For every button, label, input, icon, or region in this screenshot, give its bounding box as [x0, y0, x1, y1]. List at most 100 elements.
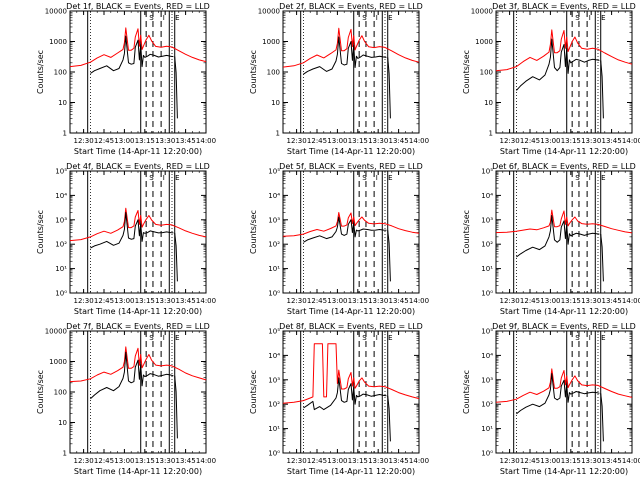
- y-axis-label: Counts/sec: [462, 210, 471, 254]
- y-tick-label: 10²: [268, 401, 280, 409]
- y-tick-label: 1000: [475, 38, 493, 46]
- y-tick-label: 100: [267, 69, 280, 77]
- panel-det-6: Det 6f, BLACK = Events, RED = LLD 10⁰ 10¹ 1…: [462, 162, 640, 316]
- y-axis-label: Counts/sec: [36, 370, 45, 414]
- series-events-tail: [600, 60, 604, 119]
- x-tick-label: 12:45: [520, 457, 540, 465]
- x-axis-label: Start Time (14-Apr-11 12:20:00): [287, 147, 415, 156]
- y-tick-label: 10: [484, 99, 493, 107]
- y-axis-label: Counts/sec: [249, 370, 258, 414]
- x-tick-label: 12:30: [74, 297, 94, 305]
- y-tick-label: 10⁴: [268, 352, 280, 360]
- x-tick-label: 13:30: [581, 457, 601, 465]
- y-tick-label: 10⁰: [268, 450, 280, 458]
- y-tick-label: 100: [54, 69, 67, 77]
- panel-title: Det 7f, BLACK = Events, RED = LLD: [66, 322, 210, 331]
- y-tick-label: 10²: [268, 241, 280, 249]
- series-events-tail: [174, 375, 178, 439]
- x-tick-label: 13:15: [561, 457, 581, 465]
- x-tick-label: 14:00: [196, 137, 216, 145]
- x-tick-label: 12:30: [74, 137, 94, 145]
- interval-marker: I: [376, 174, 378, 182]
- x-tick-label: 13:00: [114, 297, 134, 305]
- x-tick-label: 12:30: [287, 137, 307, 145]
- x-tick-label: 13:00: [540, 297, 560, 305]
- series-events: [516, 215, 600, 258]
- x-tick-label: 12:45: [307, 137, 327, 145]
- panel-det-8: Det 8f, BLACK = Events, RED = LLD 10⁰ 10¹ 1…: [249, 322, 429, 476]
- y-tick-label: 10³: [481, 216, 493, 224]
- x-tick-label: 14:00: [196, 457, 216, 465]
- y-axis-label: Counts/sec: [249, 50, 258, 94]
- interval-marker: E: [601, 334, 605, 342]
- y-tick-label: 10¹: [481, 425, 493, 433]
- y-tick-label: 10²: [481, 401, 493, 409]
- x-tick-label: 13:30: [155, 457, 175, 465]
- series-lld: [69, 346, 207, 383]
- y-tick-label: 10³: [268, 216, 280, 224]
- x-tick-label: 14:00: [409, 297, 429, 305]
- y-tick-label: 10⁵: [268, 168, 280, 176]
- series-events-tail: [600, 234, 604, 282]
- y-tick-label: 10²: [55, 241, 67, 249]
- y-tick-label: 10⁵: [55, 168, 67, 176]
- y-tick-label: 10¹: [268, 265, 280, 273]
- interval-marker: S: [149, 174, 154, 182]
- interval-marker: I: [589, 334, 591, 342]
- series-lld: [69, 27, 207, 68]
- series-events: [303, 377, 387, 411]
- interval-marker: I: [376, 334, 378, 342]
- series-events-tail: [174, 232, 178, 282]
- x-axis-label: Start Time (14-Apr-11 12:20:00): [500, 467, 628, 476]
- x-tick-label: 13:00: [540, 137, 560, 145]
- y-tick-label: 10: [58, 419, 67, 427]
- panel-title: Det 3f, BLACK = Events, RED = LLD: [492, 2, 636, 11]
- x-tick-label: 13:45: [176, 137, 196, 145]
- x-axis-label: Start Time (14-Apr-11 12:20:00): [74, 467, 202, 476]
- series-events: [516, 373, 600, 415]
- series-events-tail: [600, 393, 604, 442]
- interval-marker: I: [163, 14, 165, 22]
- x-tick-label: 14:00: [622, 137, 640, 145]
- interval-marker: I: [376, 14, 378, 22]
- series-events-tail: [174, 56, 178, 119]
- y-tick-label: 1: [63, 130, 67, 138]
- x-tick-label: 13:45: [176, 297, 196, 305]
- y-tick-label: 10⁵: [481, 168, 493, 176]
- y-tick-label: 10¹: [268, 425, 280, 433]
- x-tick-label: 13:30: [581, 137, 601, 145]
- x-tick-label: 13:00: [327, 297, 347, 305]
- y-tick-label: 1: [489, 130, 493, 138]
- x-tick-label: 12:45: [307, 457, 327, 465]
- y-tick-label: 1000: [49, 358, 67, 366]
- panel-title: Det 6f, BLACK = Events, RED = LLD: [492, 162, 636, 171]
- x-tick-label: 13:00: [540, 457, 560, 465]
- x-tick-label: 13:30: [155, 297, 175, 305]
- x-tick-label: 13:00: [114, 457, 134, 465]
- y-tick-label: 10¹: [55, 265, 67, 273]
- panel-title: Det 1f, BLACK = Events, RED = LLD: [66, 2, 210, 11]
- interval-marker: S: [575, 334, 580, 342]
- x-tick-label: 13:45: [602, 297, 622, 305]
- interval-marker: S: [362, 14, 367, 22]
- panel-det-5: Det 5f, BLACK = Events, RED = LLD 10⁰ 10¹ 1…: [249, 162, 429, 316]
- x-axis-label: Start Time (14-Apr-11 12:20:00): [74, 147, 202, 156]
- x-tick-label: 14:00: [622, 297, 640, 305]
- x-tick-label: 13:30: [155, 137, 175, 145]
- panel-det-2: Det 2f, BLACK = Events, RED = LLD 1 10 100 1…: [249, 2, 429, 156]
- x-tick-label: 13:45: [602, 457, 622, 465]
- x-tick-label: 14:00: [409, 457, 429, 465]
- interval-marker: S: [149, 14, 154, 22]
- y-tick-label: 1: [63, 450, 67, 458]
- y-tick-label: 10⁴: [55, 192, 67, 200]
- y-tick-label: 10⁴: [481, 352, 493, 360]
- x-tick-label: 12:45: [520, 297, 540, 305]
- y-axis-label: Counts/sec: [36, 50, 45, 94]
- panel-det-9: Det 9f, BLACK = Events, RED = LLD 10⁰ 10¹ 1…: [462, 322, 640, 476]
- x-tick-label: 12:45: [307, 297, 327, 305]
- y-tick-label: 10⁵: [481, 328, 493, 336]
- x-tick-label: 13:15: [348, 297, 368, 305]
- interval-marker: I: [589, 174, 591, 182]
- interval-marker: E: [601, 14, 605, 22]
- x-axis-label: Start Time (14-Apr-11 12:20:00): [500, 307, 628, 316]
